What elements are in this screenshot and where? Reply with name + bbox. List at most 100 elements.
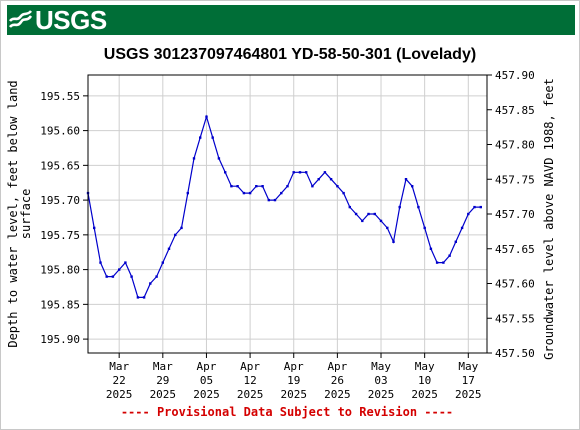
x-tick-label: 12 [243, 374, 256, 387]
y-right-tick-label: 457.90 [495, 69, 535, 82]
data-point [473, 205, 476, 209]
data-point [142, 296, 146, 299]
y-left-tick-label: 195.70 [40, 194, 80, 207]
data-point [192, 157, 196, 160]
data-point [336, 185, 339, 188]
data-point [180, 226, 183, 230]
x-tick-label: 2025 [368, 388, 395, 401]
data-point [99, 261, 102, 264]
data-point [261, 185, 264, 188]
plot-area-border [87, 74, 488, 354]
usgs-wave-logo-icon [9, 10, 33, 28]
x-tick-label: May [415, 360, 435, 373]
x-tick-label: Apr [284, 360, 304, 373]
data-point [205, 115, 208, 118]
data-point [460, 226, 464, 230]
data-point [411, 185, 414, 188]
x-tick-label: 2025 [455, 388, 482, 401]
y-right-tick-label: 457.65 [495, 243, 535, 256]
y-left-tick-label: 195.65 [40, 159, 80, 172]
data-point [311, 185, 314, 188]
data-point [348, 205, 351, 209]
data-point [442, 261, 445, 264]
y-left-tick-label: 195.90 [40, 333, 80, 346]
data-point [155, 275, 158, 278]
y-axis-left-label-line1: Depth to water level, feet below land [6, 80, 20, 347]
x-tick-label: 2025 [280, 388, 307, 401]
x-tick-label: 03 [374, 374, 387, 387]
x-tick-label: Apr [240, 360, 260, 373]
provisional-data-note: ---- Provisional Data Subject to Revisio… [121, 405, 453, 419]
x-tick-label: 05 [200, 374, 213, 387]
data-point [367, 212, 370, 216]
y-left-tick-label: 195.80 [40, 264, 80, 277]
data-point [211, 136, 214, 139]
data-point [286, 185, 289, 188]
data-point [230, 185, 233, 188]
data-point [323, 171, 327, 174]
y-right-tick-label: 457.50 [495, 347, 535, 360]
data-point [136, 296, 140, 299]
x-tick-label: Apr [327, 360, 347, 373]
data-point [361, 219, 364, 223]
x-tick-label: 2025 [193, 388, 220, 401]
data-point [199, 136, 202, 139]
data-point [479, 205, 482, 209]
data-point [93, 226, 96, 230]
data-point [317, 178, 320, 181]
data-point [118, 268, 121, 271]
x-tick-label: Mar [109, 360, 129, 373]
data-point [267, 198, 270, 202]
data-point [298, 171, 302, 174]
y-left-tick-label: 195.85 [40, 298, 80, 311]
data-point [417, 205, 420, 209]
data-point [186, 191, 189, 195]
x-tick-label: 19 [287, 374, 300, 387]
series-line [87, 114, 481, 298]
data-point [305, 171, 308, 174]
data-point [467, 212, 470, 216]
data-point [404, 178, 408, 181]
data-point [161, 261, 164, 264]
data-point [292, 171, 295, 174]
y-right-tick-label: 457.85 [495, 104, 535, 117]
data-point [280, 191, 283, 195]
grid-lines [88, 75, 487, 353]
x-tick-label: 22 [113, 374, 126, 387]
x-tick-label: 2025 [237, 388, 264, 401]
x-tick-label: 17 [462, 374, 475, 387]
data-point [174, 233, 177, 237]
y-left-tick-label: 195.55 [40, 90, 80, 103]
y-left-tick-label: 195.60 [40, 125, 80, 138]
data-point [448, 254, 451, 257]
y-right-tick-label: 457.55 [495, 312, 535, 325]
x-tick-label: 2025 [150, 388, 177, 401]
x-tick-label: May [458, 360, 478, 373]
data-point [435, 261, 439, 264]
data-point [255, 185, 258, 188]
data-point [242, 191, 246, 195]
data-point [342, 191, 345, 195]
data-point [423, 226, 426, 230]
x-tick-label: 2025 [324, 388, 351, 401]
data-point [111, 275, 115, 278]
data-point [398, 205, 401, 209]
data-point [217, 157, 221, 160]
y-left-tick-label: 195.75 [40, 229, 80, 242]
x-tick-label: 26 [331, 374, 344, 387]
y-axis-left-label-line2: surface [19, 189, 33, 240]
data-point [392, 240, 395, 243]
data-point [454, 240, 457, 243]
data-point [124, 261, 127, 264]
usgs-logo-text: USGS [35, 5, 107, 35]
data-series [86, 114, 482, 299]
data-point [248, 191, 252, 195]
y-right-tick-label: 457.60 [495, 278, 535, 291]
data-point [130, 275, 133, 278]
x-tick-label: 29 [156, 374, 169, 387]
usgs-header-banner: USGS [7, 5, 575, 35]
y-right-tick-label: 457.75 [495, 173, 535, 186]
data-point [105, 275, 108, 278]
